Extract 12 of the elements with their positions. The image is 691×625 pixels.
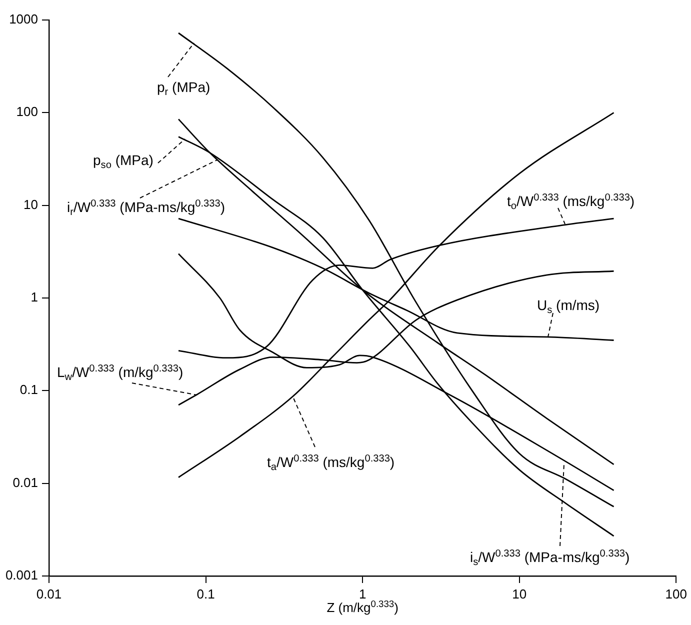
x-tick-label: 1 <box>358 586 366 602</box>
x-tick-label: 10 <box>512 586 527 602</box>
y-tick-label: 0.001 <box>5 568 38 583</box>
y-tick-label: 1 <box>30 290 38 305</box>
y-tick-label: 0.01 <box>12 474 38 490</box>
y-tick-label: 0.1 <box>20 382 38 398</box>
y-tick-label: 10 <box>24 196 38 212</box>
x-tick-label: 100 <box>665 586 688 602</box>
x-tick-label: 0.01 <box>36 586 62 602</box>
y-tick-label: 1000 <box>9 12 38 27</box>
x-tick-label: 0.1 <box>196 586 215 602</box>
y-tick-label: 100 <box>16 104 38 120</box>
